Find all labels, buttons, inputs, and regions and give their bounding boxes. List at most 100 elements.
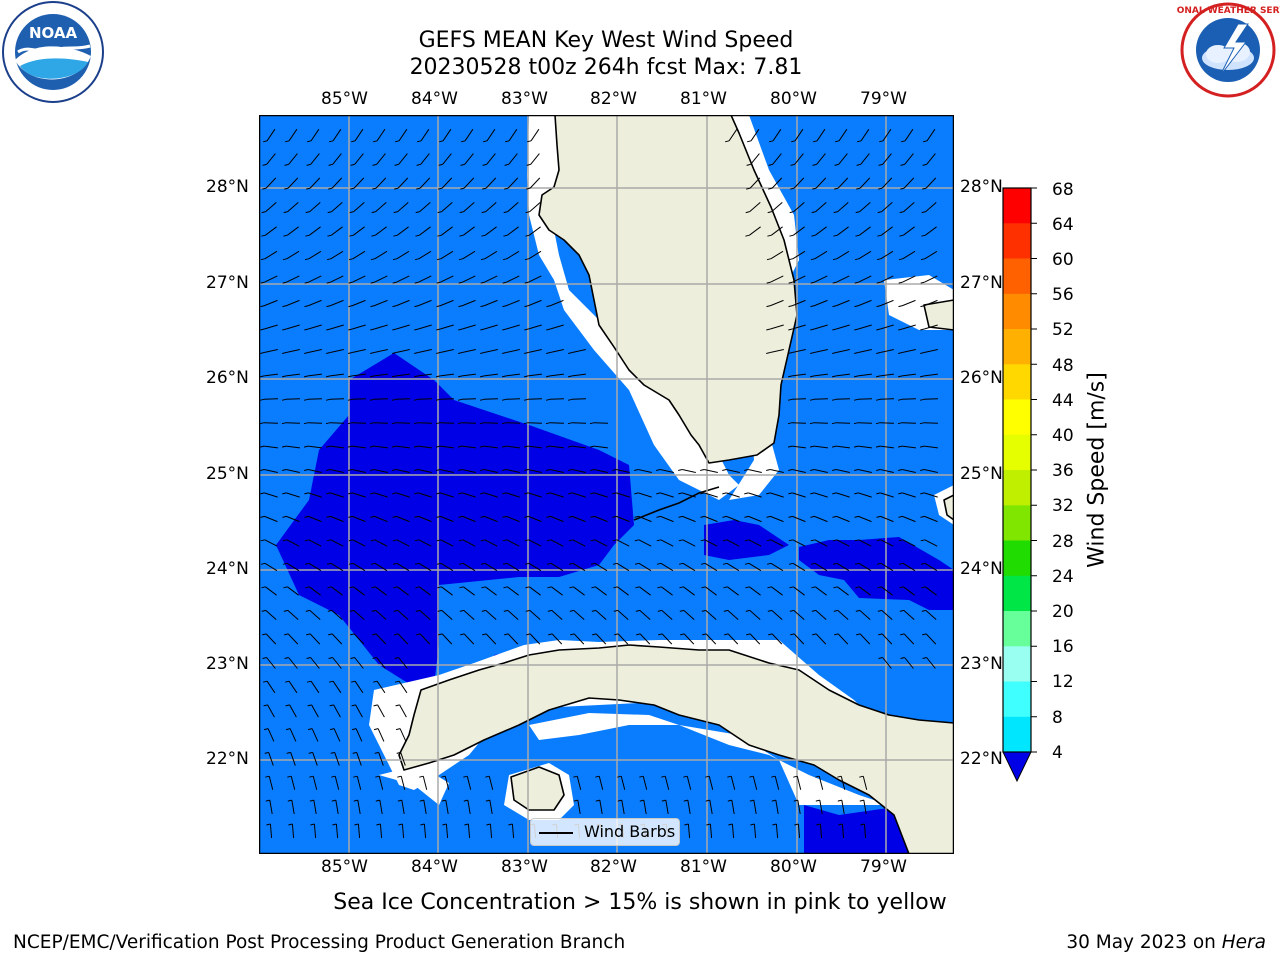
wind-barb <box>396 492 410 498</box>
wind-barb-flag <box>766 305 771 308</box>
wind-barb-flag <box>854 305 859 308</box>
wind-barb <box>266 153 276 165</box>
wind-barb <box>352 373 366 377</box>
wind-barb-flag <box>416 140 422 143</box>
wind-barb <box>749 226 761 236</box>
wind-barb <box>819 800 823 814</box>
wind-barb-flag <box>305 234 310 237</box>
wind-barb-flag <box>810 515 815 518</box>
florida-land <box>538 115 798 464</box>
wind-barb-flag <box>373 728 379 731</box>
wind-barb-flag <box>259 398 265 401</box>
wind-barb-flag <box>922 633 927 636</box>
wind-barb-flag <box>348 305 353 308</box>
wind-barb-flag <box>832 328 837 331</box>
wind-barb <box>331 633 343 645</box>
wind-barb-flag <box>392 352 397 354</box>
wind-barb <box>263 398 279 400</box>
wind-barb-flag <box>705 799 710 802</box>
wind-barb-flag <box>260 305 265 308</box>
wind-barb <box>376 128 386 142</box>
wind-barb <box>858 250 872 260</box>
wind-barb <box>308 299 322 307</box>
wind-barb <box>775 823 779 839</box>
wind-barb-flag <box>436 469 441 471</box>
wind-barb <box>862 776 868 790</box>
wind-barb <box>286 349 300 353</box>
wind-barb-flag <box>812 163 817 166</box>
wind-barb-flag <box>591 609 596 612</box>
colorbar-bin <box>1003 399 1031 436</box>
wind-barb-flag <box>859 775 864 778</box>
wind-barb <box>331 610 343 620</box>
wind-barb-flag <box>811 234 816 237</box>
wind-barb <box>682 539 696 547</box>
wind-barb <box>814 250 828 260</box>
wind-barb <box>353 586 365 596</box>
wind-barb <box>507 610 519 620</box>
wind-barb-flag <box>415 586 420 589</box>
wind-barb <box>791 398 807 400</box>
wind-barb-flag <box>306 680 312 683</box>
wind-barb-flag <box>502 258 508 261</box>
wind-barb <box>727 610 739 620</box>
lon-label-bottom: 81°W <box>680 857 727 877</box>
wind-barb <box>841 823 845 839</box>
wind-barb-flag <box>722 539 727 542</box>
wind-barb <box>462 445 476 449</box>
wind-barb <box>816 128 826 142</box>
wind-barb-flag <box>328 140 334 143</box>
wind-barb <box>444 776 450 790</box>
wind-barb <box>506 349 520 353</box>
wind-barb-flag <box>372 163 377 166</box>
wind-barb-flag <box>744 515 749 518</box>
wind-barb <box>902 373 916 377</box>
wind-barb <box>286 445 300 449</box>
wind-barb-flag <box>458 328 463 331</box>
wind-barb-flag <box>656 515 661 518</box>
wind-barb <box>814 539 828 547</box>
wind-barb-flag <box>854 515 859 518</box>
wind-barb-flag <box>635 586 640 589</box>
wind-barb <box>396 349 410 353</box>
wind-barb <box>264 349 278 353</box>
lat-label-left: 24°N <box>206 559 249 579</box>
wind-barb <box>265 177 277 189</box>
wind-barb <box>269 823 273 839</box>
wind-barb-flag <box>394 140 400 143</box>
wind-barb <box>440 469 454 473</box>
colorbar-tick: 4 <box>1052 743 1063 763</box>
wind-barb <box>352 515 366 523</box>
wind-barb <box>286 324 300 330</box>
wind-barb <box>749 610 761 620</box>
wind-barb <box>287 633 299 645</box>
wind-barb-flag <box>568 539 573 542</box>
wind-barb-flag <box>568 562 574 565</box>
wind-barb <box>333 728 341 742</box>
wind-barb <box>726 469 740 473</box>
wind-barb <box>792 539 806 547</box>
wind-barb <box>880 539 894 547</box>
wind-barb-flag <box>350 187 355 190</box>
wind-barb <box>836 299 850 307</box>
lon-label-bottom: 84°W <box>411 857 458 877</box>
wind-barb-flag <box>766 562 772 565</box>
wind-barb <box>749 177 761 189</box>
wind-barb <box>441 226 453 236</box>
wind-barb-flag <box>413 375 419 378</box>
wind-barb <box>816 153 826 165</box>
wind-barb <box>418 324 432 330</box>
wind-barb <box>551 586 563 596</box>
wind-barb-flag <box>304 328 309 331</box>
wind-barb-flag <box>282 562 288 565</box>
wind-barb <box>571 422 587 424</box>
wind-barb-flag <box>750 823 755 826</box>
wind-barb <box>529 633 541 645</box>
wind-barb <box>858 469 872 473</box>
wind-barb-flag <box>304 539 309 542</box>
wind-barb-flag <box>787 398 793 401</box>
wind-barb-flag <box>480 328 485 331</box>
wind-barb-flag <box>351 704 356 707</box>
wind-barb-flag <box>394 187 399 190</box>
wind-barb-flag <box>899 234 904 237</box>
